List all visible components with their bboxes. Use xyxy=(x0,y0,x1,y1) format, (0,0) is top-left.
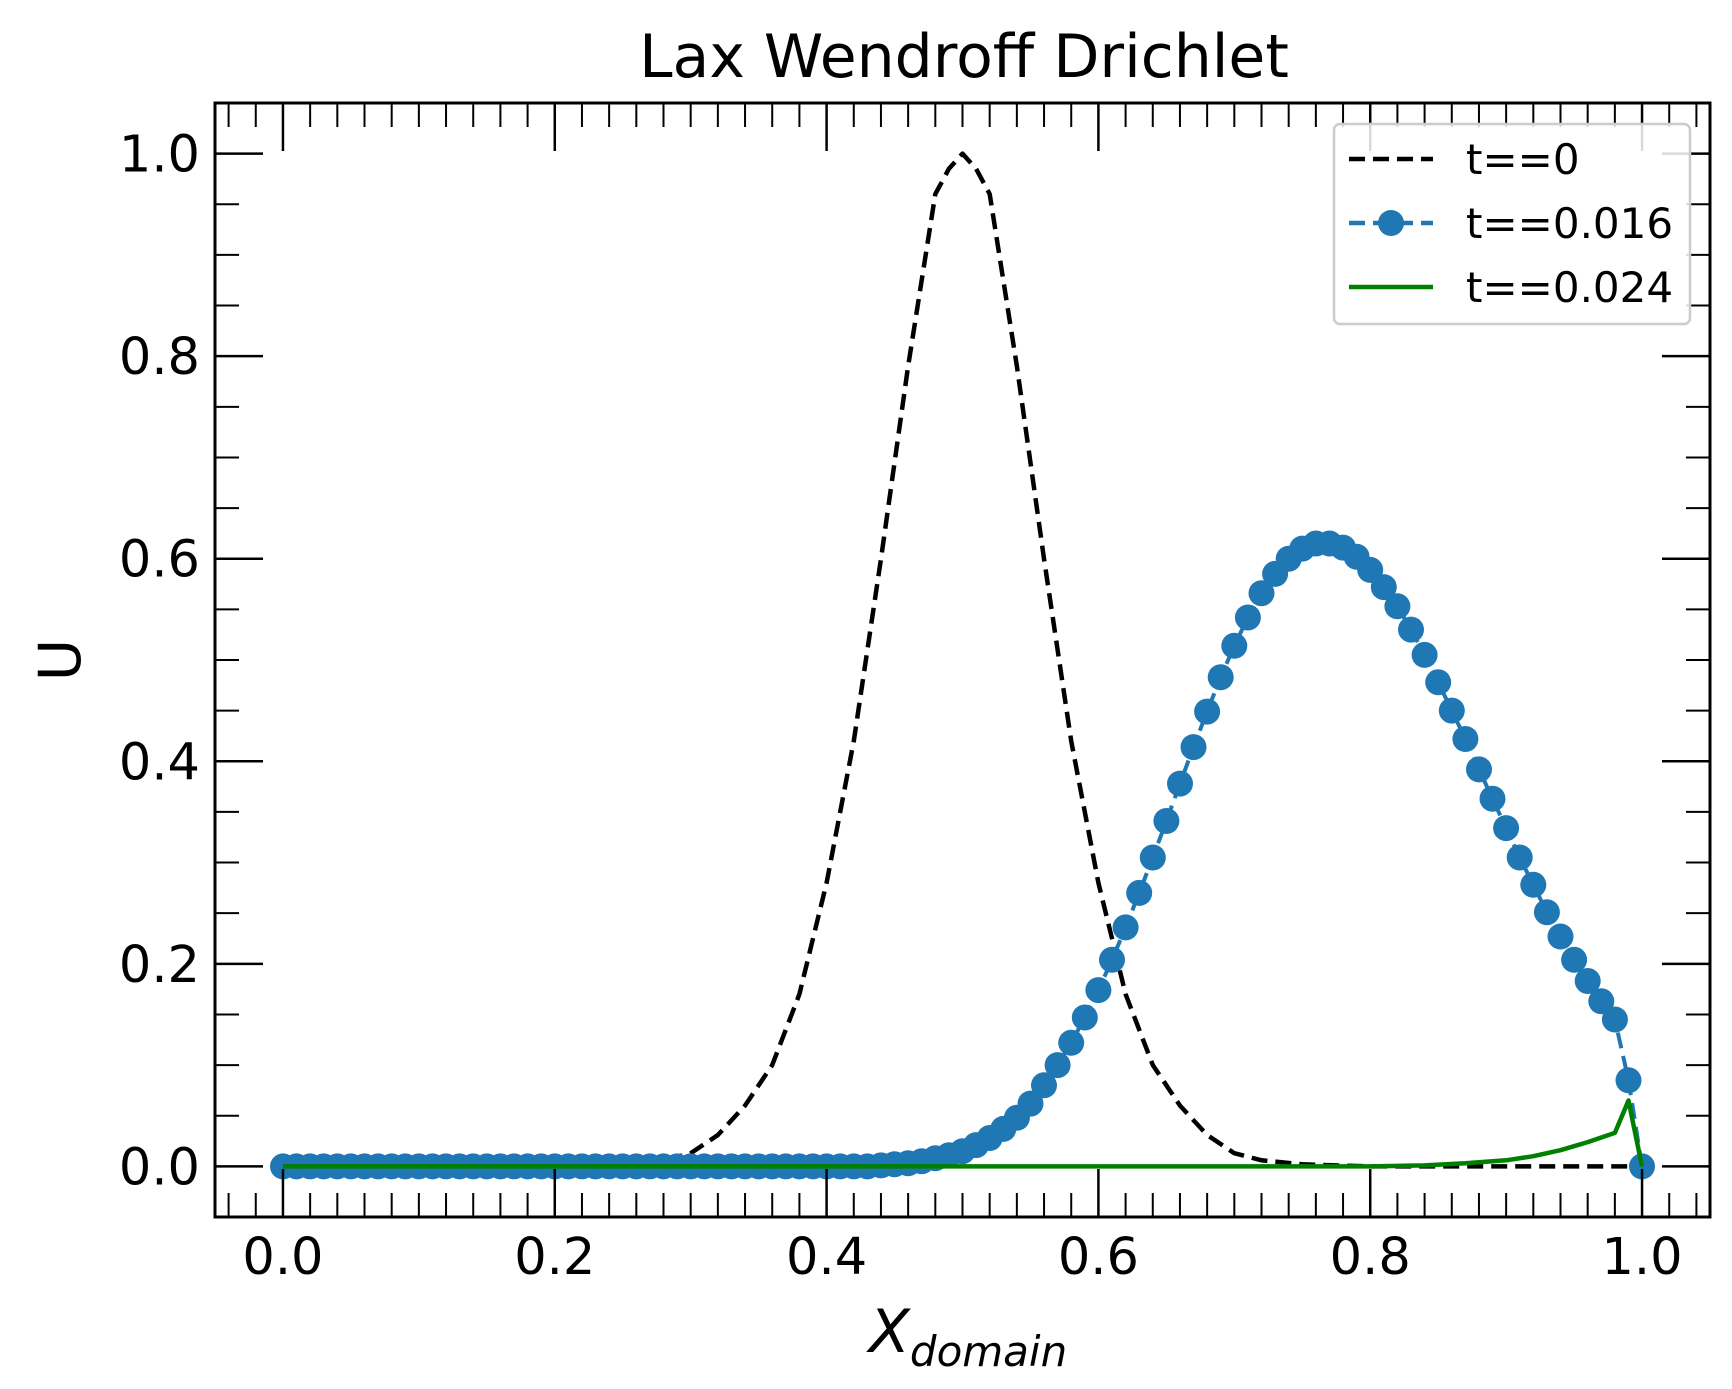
y-tick-label: 0.8 xyxy=(119,328,200,387)
legend: t==0 t==0.016 t==0.024 xyxy=(1332,122,1692,326)
tick-label-layer: 0.0 0.2 0.4 0.6 0.8 1.0 0.0 0.2 0.4 0.6 0.8 1.0 xyxy=(119,126,1683,1287)
chart-title: Lax Wendroff Drichlet xyxy=(639,22,1289,92)
plot-frame xyxy=(213,101,1712,1219)
series-marker xyxy=(1167,770,1193,797)
series-line-2 xyxy=(283,1098,1645,1169)
series-marker xyxy=(1221,632,1248,659)
series-marker xyxy=(1126,879,1153,906)
series-marker xyxy=(1058,1029,1085,1056)
series-marker xyxy=(1533,899,1560,926)
y-tick-label: 0.4 xyxy=(119,733,200,792)
series-marker xyxy=(1112,914,1139,941)
series-marker xyxy=(1017,1090,1044,1117)
series-marker xyxy=(1234,604,1261,631)
series-marker xyxy=(1588,988,1615,1015)
legend-label: t==0.016 xyxy=(1466,199,1673,248)
series-marker xyxy=(1085,977,1112,1004)
legend-label: t==0.024 xyxy=(1466,263,1673,312)
series-marker xyxy=(1615,1067,1642,1094)
legend-frame xyxy=(1332,122,1692,326)
y-tick-label: 0.2 xyxy=(119,936,200,995)
tick-layer xyxy=(215,102,1710,1218)
x-tick-label: 1.0 xyxy=(1601,1228,1682,1287)
series-marker xyxy=(1601,1006,1628,1033)
x-tick-label: 0.8 xyxy=(1330,1228,1411,1287)
series-marker xyxy=(1547,923,1574,950)
series-marker xyxy=(1438,697,1465,724)
series-marker xyxy=(1452,726,1479,752)
legend-marker xyxy=(1378,210,1404,236)
series-marker xyxy=(1194,698,1221,725)
y-tick-label: 0.0 xyxy=(119,1138,200,1197)
x-axis-label: Xdomain xyxy=(866,1297,1067,1376)
series-marker xyxy=(1425,669,1452,696)
series-marker xyxy=(1248,580,1275,607)
series-marker xyxy=(1506,844,1533,871)
series-layer xyxy=(270,151,1655,1180)
series-marker xyxy=(1370,574,1397,601)
series-marker xyxy=(1031,1072,1057,1099)
series-marker xyxy=(1153,808,1180,834)
series-marker xyxy=(1574,968,1601,994)
x-tick-label: 0.6 xyxy=(1058,1228,1139,1287)
series-marker xyxy=(1207,664,1234,691)
series-marker xyxy=(1479,785,1506,812)
x-axis-label-main: X xyxy=(866,1297,912,1367)
x-tick-label: 0.2 xyxy=(514,1228,595,1287)
y-tick-label: 0.6 xyxy=(119,531,200,590)
series-marker xyxy=(1384,593,1411,620)
series-marker xyxy=(1466,756,1492,783)
series-marker xyxy=(1139,844,1166,871)
series-marker xyxy=(1044,1052,1071,1079)
x-axis-label-subscript: domain xyxy=(910,1327,1067,1376)
legend-entries: t==0 t==0.016 t==0.024 xyxy=(1349,135,1673,312)
y-tick-label: 1.0 xyxy=(119,126,200,185)
x-tick-label: 0.4 xyxy=(786,1228,867,1287)
series-marker xyxy=(1099,946,1125,973)
series-marker xyxy=(1520,871,1547,898)
series-line-0 xyxy=(283,151,1642,1169)
series-marker xyxy=(1071,1004,1098,1031)
x-tick-label: 0.0 xyxy=(242,1228,323,1287)
series-marker xyxy=(1411,641,1438,668)
series-marker xyxy=(1398,616,1424,643)
series-marker xyxy=(1493,815,1520,842)
series-marker xyxy=(1561,946,1588,973)
series-marker xyxy=(1180,734,1207,761)
y-axis-label: U xyxy=(26,639,94,681)
legend-label: t==0 xyxy=(1466,135,1580,184)
